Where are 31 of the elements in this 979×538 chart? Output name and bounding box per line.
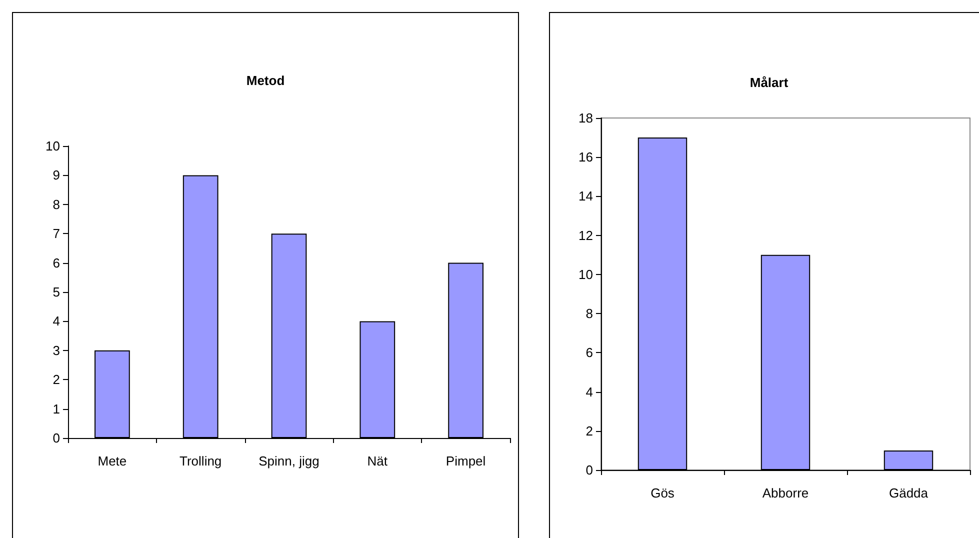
y-tick-label: 16 [578, 150, 593, 165]
y-tick-label: 18 [578, 110, 593, 126]
y-tick-label: 0 [52, 430, 60, 446]
y-tick-label: 1 [52, 401, 60, 416]
x-tick-label: Nät [367, 454, 388, 468]
y-tick-label: 7 [52, 226, 60, 242]
x-tick-label: Trolling [180, 454, 222, 468]
y-tick-label: 14 [578, 188, 593, 204]
y-tick-label: 2 [52, 372, 60, 388]
y-tick-label: 6 [52, 255, 60, 270]
y-tick-label: 12 [578, 228, 593, 243]
x-tick-label: Spinn, jigg [258, 454, 320, 468]
x-tick-label: Gös [650, 486, 675, 500]
y-tick-label: 5 [52, 284, 60, 300]
y-tick-label: 8 [586, 306, 593, 322]
y-tick-label: 10 [46, 138, 60, 154]
y-tick-label: 10 [578, 266, 593, 282]
y-tick-label: 3 [52, 342, 60, 358]
y-tick-label: 9 [52, 168, 60, 183]
y-tick-label: 2 [586, 423, 593, 438]
y-tick-label: 4 [52, 314, 60, 329]
chart-title: Målart [750, 75, 789, 90]
x-tick-label: Mete [98, 454, 127, 468]
chart-title: Metod [246, 73, 285, 88]
y-tick-label: 8 [52, 196, 60, 212]
y-tick-label: 6 [586, 345, 593, 360]
y-tick-label: 0 [586, 462, 593, 478]
x-tick-label: Abborre [762, 486, 809, 500]
x-tick-label: Pimpel [446, 454, 486, 468]
y-tick-label: 4 [586, 384, 593, 400]
x-tick-label: Gädda [888, 486, 929, 500]
